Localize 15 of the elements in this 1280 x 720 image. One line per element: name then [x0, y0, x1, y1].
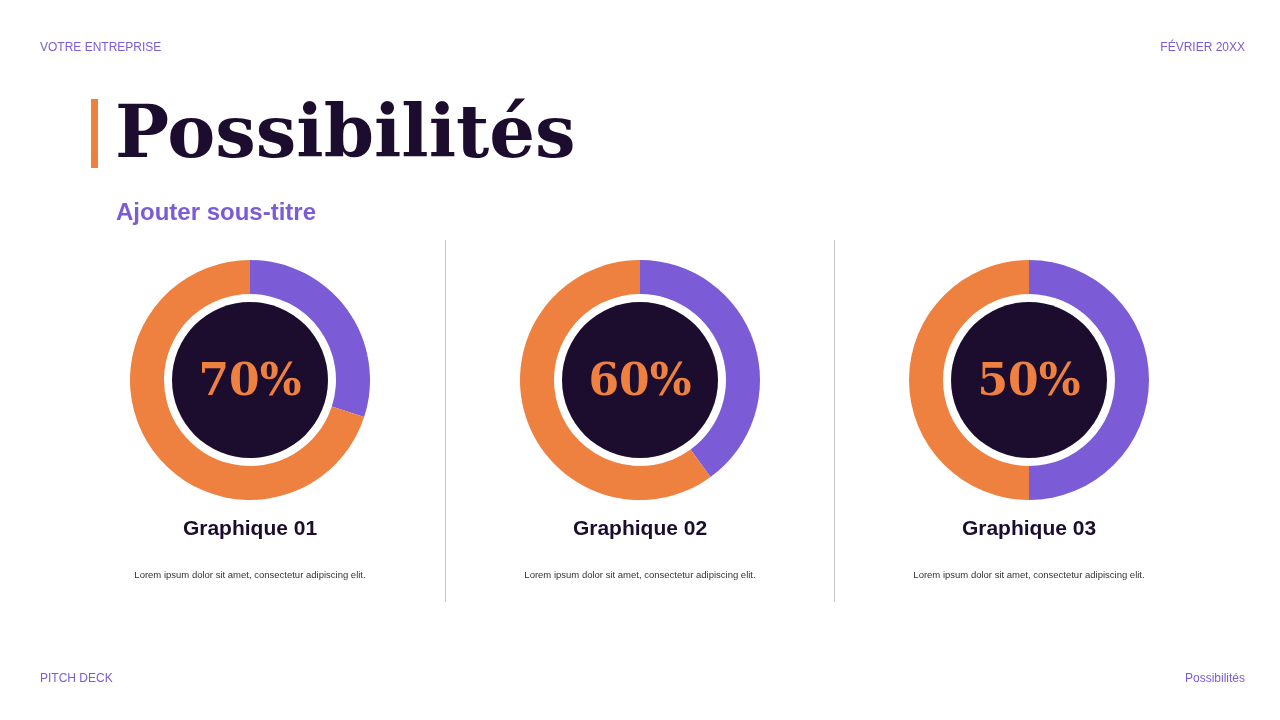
text: 60% — [587, 353, 693, 407]
text: Possibilités — [1184, 671, 1245, 685]
text: PITCH DECK — [40, 671, 113, 685]
text: Graphique 02 — [571, 516, 709, 540]
text: 50% — [976, 353, 1082, 407]
text: Lorem ipsum dolor sit amet, consectetur adipiscing elit. — [133, 569, 367, 580]
text: Lorem ipsum dolor sit amet, consectetur adipiscing elit. — [912, 569, 1146, 580]
text: VOTRE ENTREPRISE — [40, 40, 162, 54]
text: FÉVRIER 20XX — [1160, 40, 1245, 54]
text: Lorem ipsum dolor sit amet, consectetur adipiscing elit. — [523, 569, 757, 580]
text: Graphique 03 — [960, 516, 1098, 540]
text: Ajouter sous-titre — [116, 198, 317, 226]
text: 70% — [197, 353, 303, 407]
text: Graphique 01 — [181, 516, 319, 540]
text: Possibilités — [115, 88, 576, 176]
